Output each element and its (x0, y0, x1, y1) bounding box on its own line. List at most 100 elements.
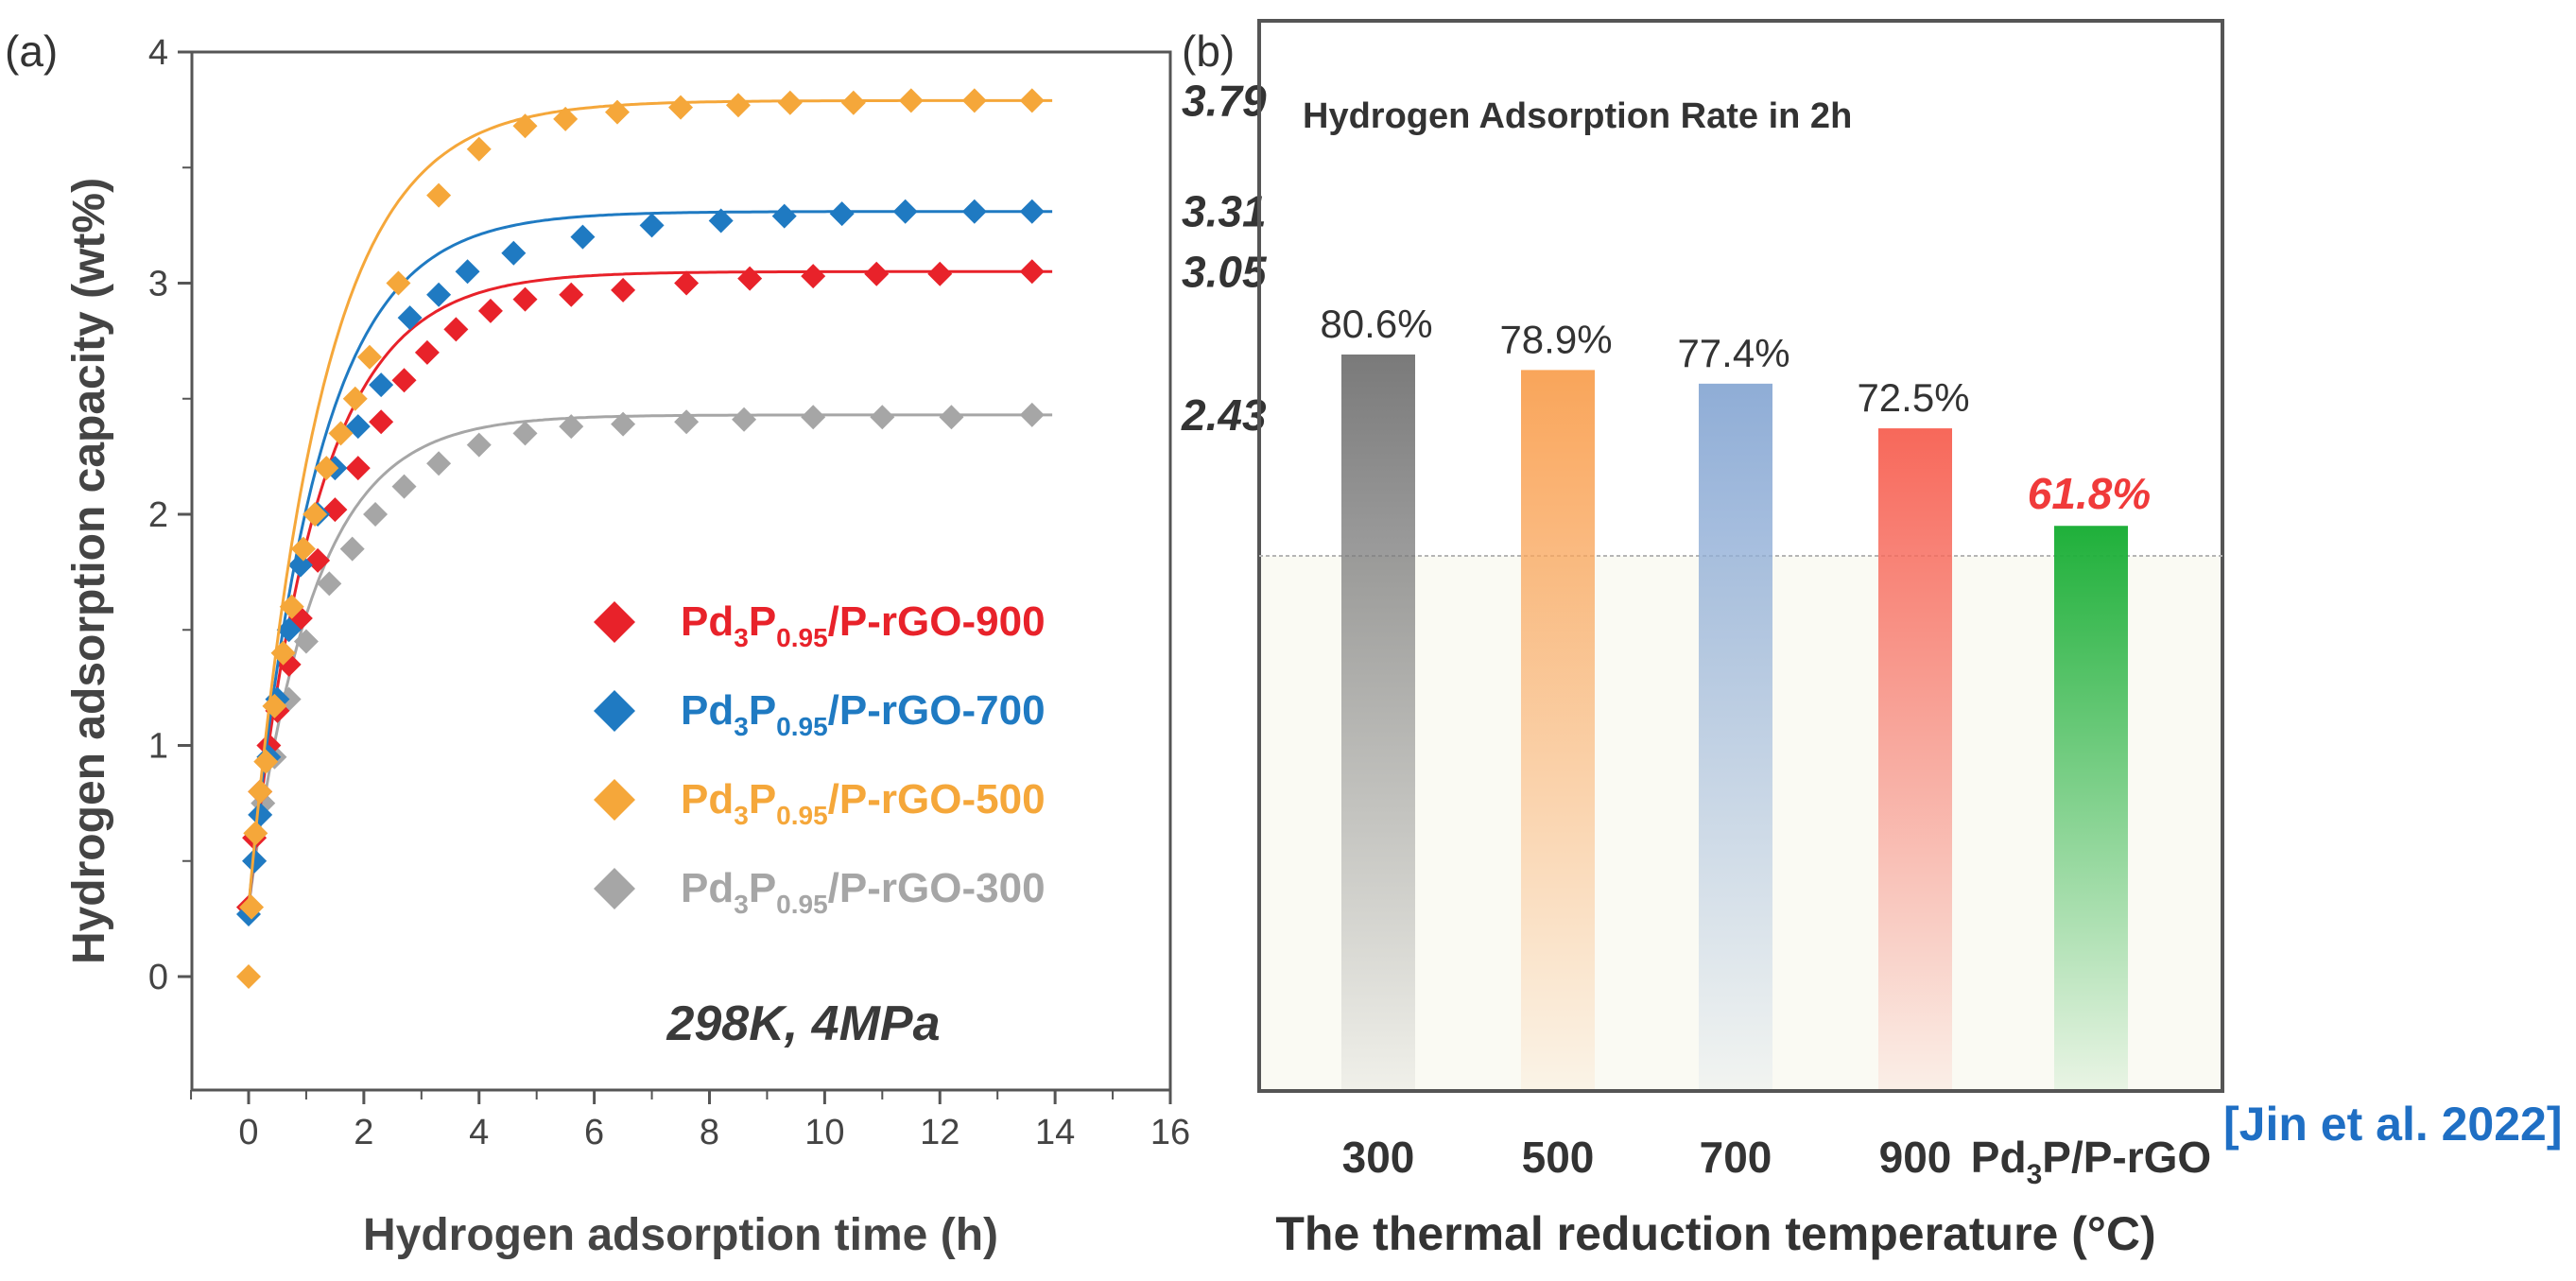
bar (2054, 526, 2128, 1089)
legend-label: Pd3P0.95/P-rGO-700 (681, 687, 1046, 741)
data-point (864, 261, 890, 286)
data-point (293, 629, 319, 654)
panel-a-condition-annotation: 298K, 4MPa (666, 996, 940, 1051)
data-point (305, 547, 331, 573)
series-p-rgo-500 (236, 88, 1053, 989)
data-point (892, 199, 918, 224)
data-point (356, 344, 382, 370)
data-point (426, 451, 452, 476)
data-point (801, 405, 826, 430)
bar-value-label: 61.8% (2028, 469, 2151, 518)
data-point (363, 502, 389, 527)
data-point (927, 261, 953, 286)
data-point (248, 779, 273, 805)
x-tick-label: 14 (1035, 1113, 1075, 1152)
panel-b-title: Hydrogen Adsorption Rate in 2h (1303, 96, 1852, 136)
x-tick-label: 16 (1150, 1113, 1190, 1152)
data-point (674, 409, 700, 435)
data-point (512, 286, 538, 312)
data-point (801, 264, 826, 289)
data-point (1019, 402, 1045, 427)
legend-label: Pd3P0.95/P-rGO-900 (681, 598, 1046, 652)
data-point (611, 411, 636, 437)
data-point (290, 536, 316, 562)
x-tick-label: 10 (804, 1113, 844, 1152)
data-point (771, 203, 797, 229)
data-point (1019, 88, 1045, 113)
panel-a-label: (a) (5, 26, 58, 76)
data-point (961, 88, 987, 113)
bar-value-label: 80.6% (1320, 302, 1432, 346)
bar (1521, 370, 1595, 1090)
bar-value-label: 78.9% (1499, 317, 1612, 361)
data-point (253, 749, 279, 774)
legend-marker (594, 868, 635, 909)
bar (1878, 428, 1952, 1090)
x-tick-label: 500 (1522, 1133, 1595, 1182)
data-point (369, 372, 394, 398)
data-point (725, 93, 751, 118)
data-point (339, 536, 365, 562)
data-point (674, 270, 700, 296)
data-point (391, 474, 417, 499)
panel-b-label: (b) (1182, 26, 1235, 76)
data-point (314, 456, 339, 481)
bar-value-label: 77.4% (1677, 331, 1789, 375)
x-tick-label: 6 (584, 1113, 604, 1152)
x-tick-label: 0 (238, 1113, 258, 1152)
data-point (737, 266, 763, 291)
bar (1699, 383, 1772, 1089)
data-point (512, 421, 538, 446)
panel-b-x-axis-label: The thermal reduction temperature (°C) (1275, 1207, 2155, 1260)
legend-label: Pd3P0.95/P-rGO-500 (681, 776, 1046, 830)
data-point (512, 113, 538, 139)
x-tick-label: 900 (1879, 1133, 1952, 1182)
data-point (369, 409, 394, 435)
panel-a-plot-frame (190, 50, 1172, 1092)
data-point (501, 240, 527, 266)
data-point (414, 339, 440, 365)
data-point (605, 99, 630, 125)
citation: [Jin et al. 2022] (2223, 1098, 2563, 1151)
legend-marker (594, 601, 635, 643)
end-value-label: 2.43 (1181, 390, 1267, 440)
data-point (639, 213, 665, 238)
data-point (477, 298, 503, 323)
bar-value-label: 72.5% (1857, 375, 1969, 420)
y-tick-label: 2 (148, 495, 168, 535)
y-tick-label: 3 (148, 265, 168, 304)
end-value-label: 3.05 (1182, 247, 1268, 296)
fit-curve (247, 413, 1053, 908)
fit-curve (247, 210, 1053, 908)
data-point (668, 95, 694, 120)
data-point (287, 552, 313, 578)
data-point (559, 414, 584, 440)
data-point (961, 199, 987, 224)
x-tick-label: Pd3P/P-rGO (1971, 1133, 2211, 1190)
data-point (262, 693, 287, 718)
panel-a-y-axis: 0 1 2 3 4 (148, 33, 192, 997)
data-point (898, 88, 924, 113)
panel-a-legend: Pd3P0.95/P-rGO-900 Pd3P0.95/P-rGO-700 Pd3P… (594, 598, 1046, 919)
data-point (732, 407, 757, 432)
bar (1341, 355, 1415, 1089)
fit-curve (247, 269, 1053, 908)
data-point (1019, 199, 1045, 224)
data-point (322, 497, 348, 523)
data-point (239, 894, 265, 920)
data-point (426, 182, 452, 208)
x-tick-label: 8 (700, 1113, 719, 1152)
x-tick-label: 12 (920, 1113, 960, 1152)
data-point (466, 432, 492, 458)
data-point (443, 317, 469, 342)
series-p-rgo-300 (236, 402, 1053, 920)
data-point (276, 617, 302, 643)
data-point (279, 594, 304, 619)
data-point (248, 802, 273, 827)
legend-marker (594, 690, 635, 732)
y-tick-label: 1 (148, 727, 168, 767)
data-point (611, 277, 636, 303)
data-point (777, 90, 803, 115)
